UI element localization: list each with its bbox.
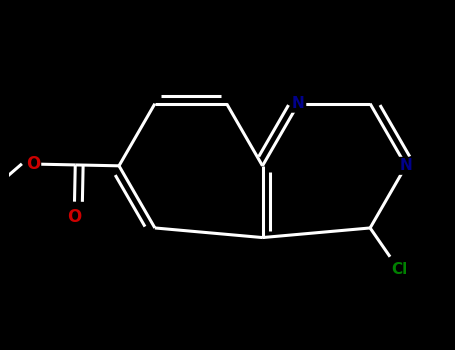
Text: Cl: Cl: [391, 262, 407, 277]
Text: O: O: [26, 155, 40, 173]
Text: N: N: [292, 96, 305, 111]
Text: O: O: [67, 208, 81, 226]
Text: N: N: [399, 158, 412, 173]
